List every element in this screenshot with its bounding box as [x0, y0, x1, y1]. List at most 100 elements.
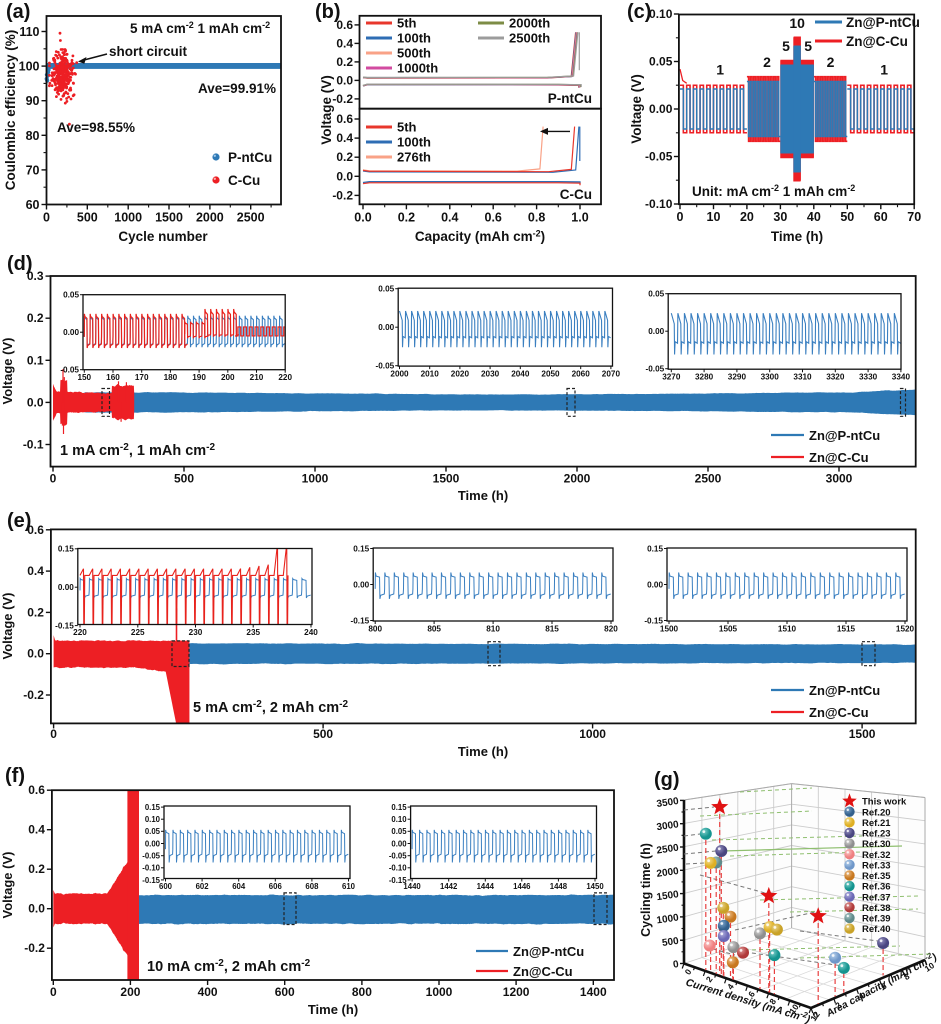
svg-text:0.2: 0.2: [336, 150, 353, 164]
svg-text:608: 608: [305, 882, 319, 891]
svg-text:0.15: 0.15: [353, 544, 369, 553]
svg-text:Unit: mA cm-2​ 1 mAh cm-2​: Unit: mA cm-2​ 1 mAh cm-2​: [692, 183, 855, 199]
svg-text:8: 8: [902, 971, 912, 982]
svg-text:0.2: 0.2: [27, 311, 44, 325]
svg-text:-0.1: -0.1: [23, 438, 44, 452]
svg-text:Ref.21: Ref.21: [862, 818, 891, 829]
svg-text:0.00: 0.00: [648, 327, 664, 336]
svg-text:0.0: 0.0: [336, 73, 353, 87]
svg-text:3000: 3000: [826, 472, 853, 486]
svg-text:-0.15: -0.15: [644, 616, 663, 625]
svg-text:Cycle number: Cycle number: [118, 229, 208, 244]
svg-text:2020: 2020: [451, 370, 470, 379]
svg-text:Zn@P-ntCu: Zn@P-ntCu: [809, 428, 880, 443]
svg-text:3310: 3310: [793, 373, 812, 382]
svg-text:This work: This work: [862, 797, 907, 808]
svg-text:4: 4: [725, 982, 736, 992]
svg-text:5 mA cm-2​, 2 mAh cm-2​: 5 mA cm-2​, 2 mAh cm-2​: [193, 699, 349, 716]
svg-text:100th: 100th: [397, 135, 431, 150]
svg-text:2500: 2500: [695, 472, 722, 486]
svg-text:-0.2: -0.2: [332, 188, 353, 202]
svg-text:0.00: 0.00: [58, 583, 74, 592]
svg-text:1450: 1450: [586, 882, 604, 891]
svg-text:70: 70: [26, 163, 40, 177]
svg-text:60: 60: [26, 198, 40, 212]
svg-text:0.1: 0.1: [27, 353, 44, 367]
svg-text:Time (h): Time (h): [771, 229, 823, 244]
svg-text:8: 8: [767, 996, 778, 1006]
svg-text:Voltage (V): Voltage (V): [0, 338, 15, 405]
svg-text:Ave=98.55%: Ave=98.55%: [57, 120, 135, 135]
svg-text:60: 60: [874, 210, 888, 224]
svg-text:P-ntCu: P-ntCu: [228, 150, 272, 165]
svg-text:1448: 1448: [550, 882, 568, 891]
svg-text:1: 1: [716, 62, 724, 78]
svg-text:200: 200: [221, 373, 235, 382]
svg-text:2070: 2070: [602, 370, 621, 379]
svg-text:2010: 2010: [421, 370, 440, 379]
svg-text:2000: 2000: [196, 211, 224, 225]
svg-text:-0.2: -0.2: [332, 92, 353, 106]
svg-text:Ref.33: Ref.33: [862, 860, 891, 871]
svg-text:0: 0: [50, 472, 57, 486]
svg-text:1505: 1505: [719, 625, 738, 634]
svg-text:0.05: 0.05: [378, 285, 394, 294]
svg-text:1: 1: [880, 62, 888, 78]
svg-text:600: 600: [159, 882, 173, 891]
svg-text:0.00: 0.00: [647, 580, 663, 589]
svg-text:Ref.23: Ref.23: [862, 829, 891, 840]
svg-text:0.05: 0.05: [648, 290, 664, 299]
svg-text:0.6: 0.6: [28, 783, 45, 797]
svg-text:Ref.40: Ref.40: [862, 924, 891, 935]
svg-text:0.2: 0.2: [336, 55, 353, 69]
svg-text:0.0: 0.0: [27, 395, 44, 409]
svg-text:Zn@P-ntCu: Zn@P-ntCu: [846, 15, 920, 30]
svg-text:C-Cu: C-Cu: [560, 187, 592, 202]
svg-text:-0.15: -0.15: [142, 876, 160, 885]
svg-text:1200: 1200: [503, 985, 530, 999]
svg-text:1500: 1500: [433, 472, 460, 486]
svg-text:2040: 2040: [511, 370, 530, 379]
svg-text:0.6: 0.6: [336, 18, 353, 32]
svg-text:-0.10: -0.10: [142, 864, 160, 873]
svg-text:2500: 2500: [656, 843, 680, 857]
svg-text:3280: 3280: [695, 373, 714, 382]
svg-text:1000: 1000: [579, 727, 606, 741]
svg-text:500: 500: [77, 211, 98, 225]
svg-text:0.10: 0.10: [649, 7, 673, 21]
svg-text:Ave=99.91%: Ave=99.91%: [198, 81, 276, 96]
svg-text:Ref.37: Ref.37: [862, 892, 891, 903]
svg-text:5 mA cm-2​ 1 mAh cm-2​: 5 mA cm-2​ 1 mAh cm-2​: [130, 20, 270, 36]
svg-text:210: 210: [250, 373, 264, 382]
svg-text:2: 2: [763, 54, 771, 70]
svg-text:604: 604: [232, 882, 246, 891]
svg-text:0.00: 0.00: [378, 323, 394, 332]
svg-text:70: 70: [907, 210, 921, 224]
svg-text:810: 810: [486, 625, 500, 634]
svg-text:0.0: 0.0: [28, 902, 45, 916]
svg-text:0.00: 0.00: [649, 102, 673, 116]
svg-text:2000: 2000: [564, 472, 591, 486]
svg-text:1.0: 1.0: [571, 210, 588, 224]
svg-text:800: 800: [352, 985, 372, 999]
svg-text:Voltage (V): Voltage (V): [630, 74, 644, 144]
svg-text:5: 5: [804, 38, 812, 54]
svg-text:Zn@P-ntCu: Zn@P-ntCu: [809, 683, 880, 698]
svg-text:0.10: 0.10: [145, 815, 161, 824]
svg-text:800: 800: [368, 625, 382, 634]
svg-text:Zn@C-Cu: Zn@C-Cu: [809, 705, 869, 720]
svg-text:0.4: 0.4: [441, 210, 458, 224]
svg-text:Ref.32: Ref.32: [862, 850, 891, 861]
svg-text:3270: 3270: [662, 373, 681, 382]
svg-text:10: 10: [789, 15, 805, 31]
svg-text:20: 20: [740, 210, 754, 224]
svg-text:170: 170: [135, 373, 149, 382]
svg-text:0: 0: [672, 959, 679, 971]
svg-text:C-Cu: C-Cu: [228, 173, 260, 188]
svg-text:1446: 1446: [513, 882, 531, 891]
svg-text:0: 0: [677, 210, 684, 224]
svg-text:0.0: 0.0: [336, 169, 353, 183]
svg-text:40: 40: [807, 210, 821, 224]
svg-text:1440: 1440: [403, 882, 421, 891]
svg-text:610: 610: [342, 882, 356, 891]
